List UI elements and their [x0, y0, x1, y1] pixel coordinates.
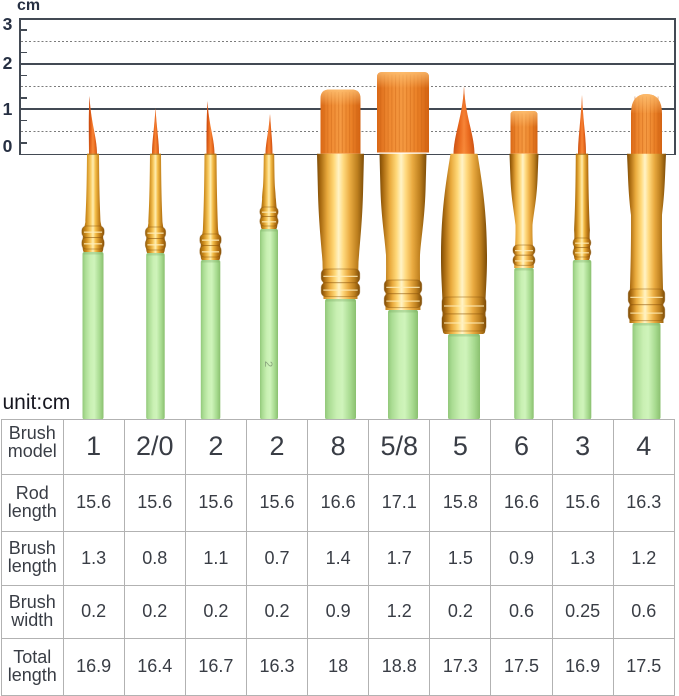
svg-text:2: 2 — [262, 361, 274, 367]
